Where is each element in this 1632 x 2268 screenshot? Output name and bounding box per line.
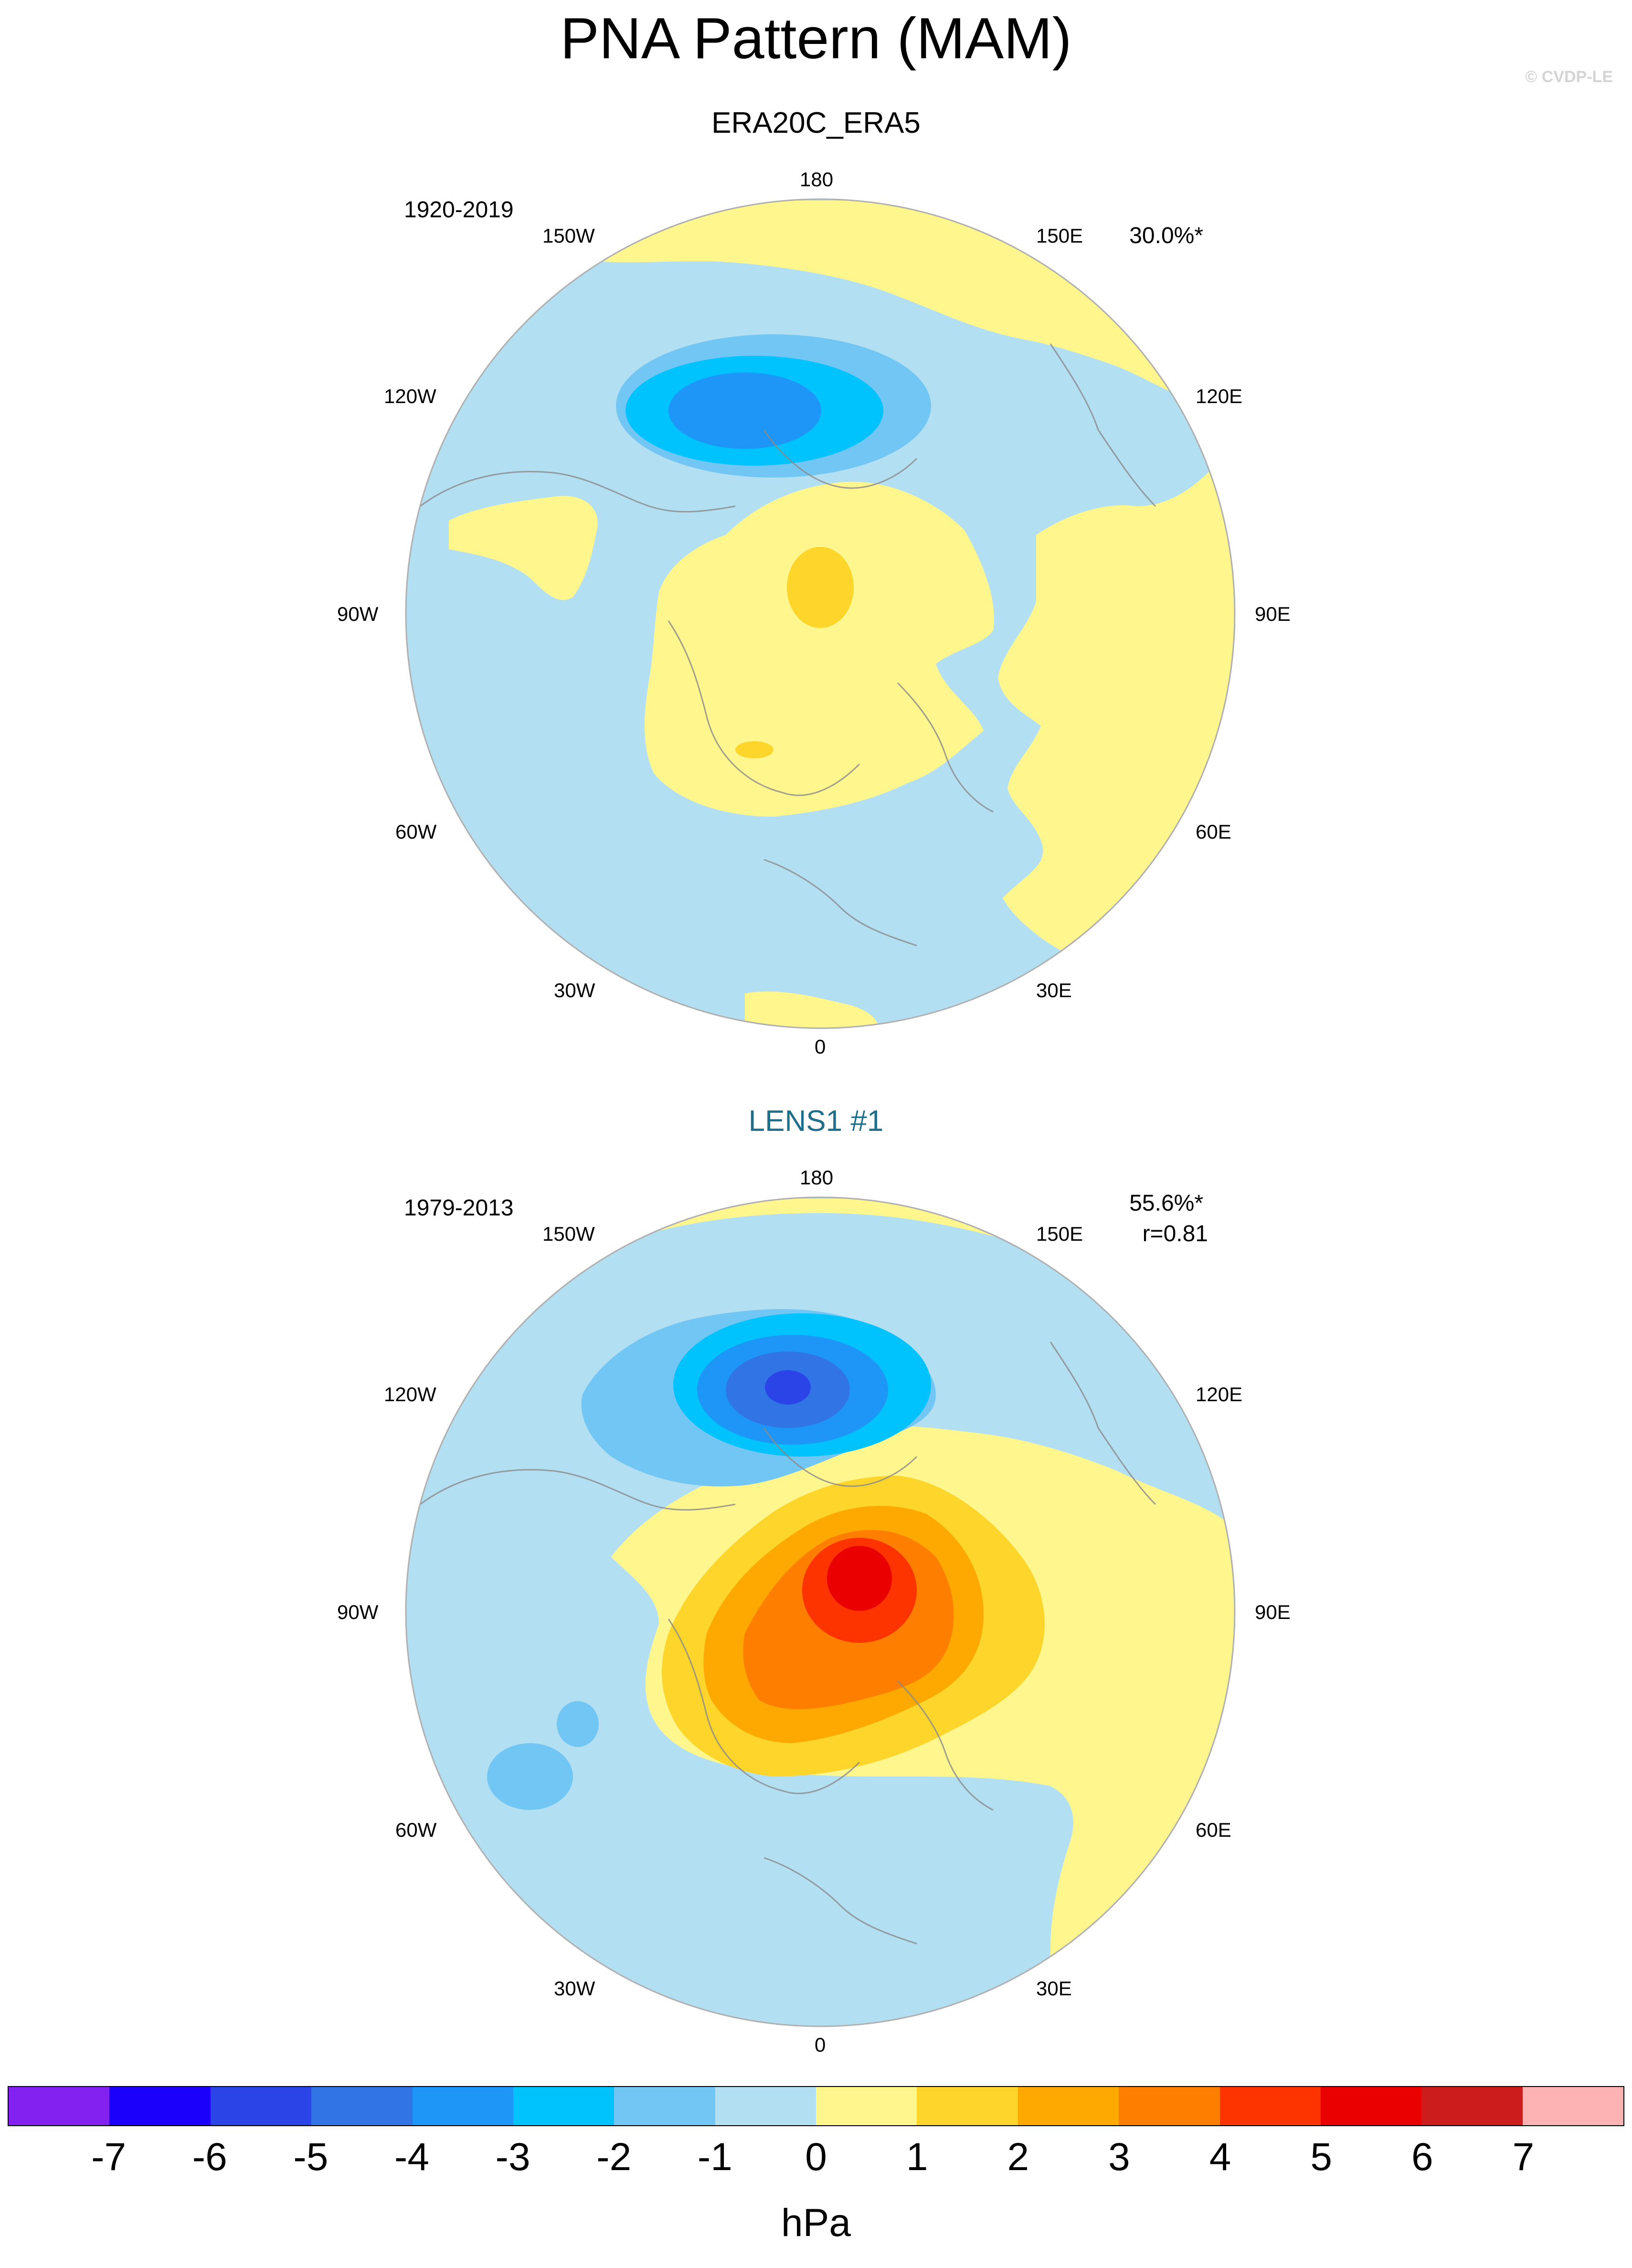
panel-1-period: 1920-2019	[404, 197, 514, 223]
colorbar-tick-label: 3	[1108, 2135, 1130, 2179]
colorbar-tick-label: 0	[805, 2135, 827, 2179]
colorbar-tick-label: 4	[1209, 2135, 1231, 2179]
panel-1-pos1-small	[735, 741, 774, 758]
panel-1-variance: 30.0%*	[1129, 223, 1203, 248]
panel-2-lon-120w: 120W	[384, 1383, 436, 1406]
panel-1-lon-150w: 150W	[542, 224, 595, 247]
colorbar-tick-label: -6	[192, 2135, 227, 2179]
panel-1-lon-180: 180	[800, 168, 834, 191]
colorbar-swatch	[109, 2087, 211, 2125]
panel-2-neg2-small2	[487, 1743, 573, 1810]
panel-1-lon-120w: 120W	[384, 385, 436, 407]
panel-2-lon-60e: 60E	[1196, 1819, 1231, 1841]
panel-2-lon-60w: 60W	[395, 1819, 437, 1841]
panel-2-lon-30e: 30E	[1036, 1977, 1072, 2000]
panel-2-neg2-small1	[557, 1701, 599, 1747]
colorbar-swatch	[1421, 2087, 1523, 2125]
panel-2-correlation: r=0.81	[1142, 1221, 1208, 1246]
panel-1-lon-90w: 90W	[337, 603, 379, 625]
colorbar-swatch	[412, 2087, 513, 2125]
colorbar-tick-label: 6	[1411, 2135, 1433, 2179]
panel-2-neg6	[765, 1370, 811, 1405]
colorbar-swatch	[1017, 2087, 1119, 2125]
panel-2-map	[406, 1197, 1235, 2026]
panel-1-pos-south	[745, 991, 880, 1028]
panel-1-lon-150e: 150E	[1036, 224, 1083, 247]
colorbar-swatch	[1219, 2087, 1321, 2125]
copyright-label: © CVDP-LE	[1525, 68, 1613, 86]
colorbar-swatch	[816, 2087, 917, 2125]
panel-1-pos-center	[645, 481, 994, 817]
panel-1-pos-alaska	[449, 496, 598, 600]
panel-1-lon-0: 0	[815, 1035, 826, 1058]
colorbar-tick-label: -5	[293, 2135, 329, 2179]
colorbar-swatch	[1320, 2087, 1422, 2125]
colorbar-swatch	[9, 2087, 110, 2125]
colorbar-tick-label: 1	[906, 2135, 928, 2179]
panel-1-coastlines	[420, 343, 1156, 947]
colorbar-swatch	[210, 2087, 312, 2125]
panel-2-lon-150w: 150W	[542, 1223, 595, 1245]
panel-2-coastlines	[420, 1342, 1156, 1945]
panel-2-period: 1979-2013	[404, 1195, 514, 1221]
colorbar-tick-label: 5	[1310, 2135, 1332, 2179]
panel-1-lon-30w: 30W	[554, 979, 595, 1001]
colorbar-tick-label: -7	[91, 2135, 127, 2179]
panel-2-lon-90e: 90E	[1255, 1601, 1291, 1623]
panel-1-lon-60e: 60E	[1196, 820, 1231, 843]
panel-2-lon-150e: 150E	[1036, 1223, 1083, 1245]
colorbar-swatch	[1119, 2087, 1220, 2125]
colorbar-swatch	[311, 2087, 413, 2125]
panel-1-lon-60w: 60W	[395, 820, 437, 843]
panel-1-pos1	[787, 547, 854, 628]
colorbar-swatch	[917, 2087, 1018, 2125]
panel-1-lon-120e: 120E	[1196, 385, 1243, 407]
panel-2-lon-0: 0	[815, 2034, 826, 2056]
panel-2-lon-120e: 120E	[1196, 1383, 1243, 1406]
colorbar-swatch	[614, 2087, 715, 2125]
colorbar	[8, 2086, 1624, 2126]
panel-1-title: ERA20C_ERA5	[711, 106, 921, 139]
colorbar-tick-label: -4	[394, 2135, 429, 2179]
panel-2-lon-30w: 30W	[554, 1977, 595, 2000]
panel-1-map-border	[405, 198, 1236, 1029]
colorbar-tick-label: 7	[1512, 2135, 1535, 2179]
figure-title: PNA Pattern (MAM)	[560, 6, 1072, 71]
panel-1-neg4	[668, 373, 821, 449]
panel-1-lon-90e: 90E	[1255, 603, 1291, 625]
panel-2-lon-180: 180	[800, 1166, 834, 1189]
colorbar-tick-label: -3	[495, 2135, 530, 2179]
panel-1-lon-30e: 30E	[1036, 979, 1072, 1001]
colorbar-swatch	[513, 2087, 615, 2125]
panel-2-map-border	[405, 1196, 1236, 2027]
colorbar-tick-label: -1	[697, 2135, 732, 2179]
panel-2-variance: 55.6%*	[1129, 1191, 1203, 1216]
panel-2-pos5	[827, 1546, 892, 1611]
colorbar-swatch	[1522, 2087, 1623, 2125]
colorbar-swatch	[715, 2087, 816, 2125]
colorbar-tick-label: 2	[1007, 2135, 1029, 2179]
colorbar-tick-label: -2	[596, 2135, 632, 2179]
panel-2-title: LENS1 #1	[748, 1105, 884, 1138]
colorbar-unit: hPa	[781, 2201, 851, 2245]
panel-2-lon-90w: 90W	[337, 1601, 379, 1623]
